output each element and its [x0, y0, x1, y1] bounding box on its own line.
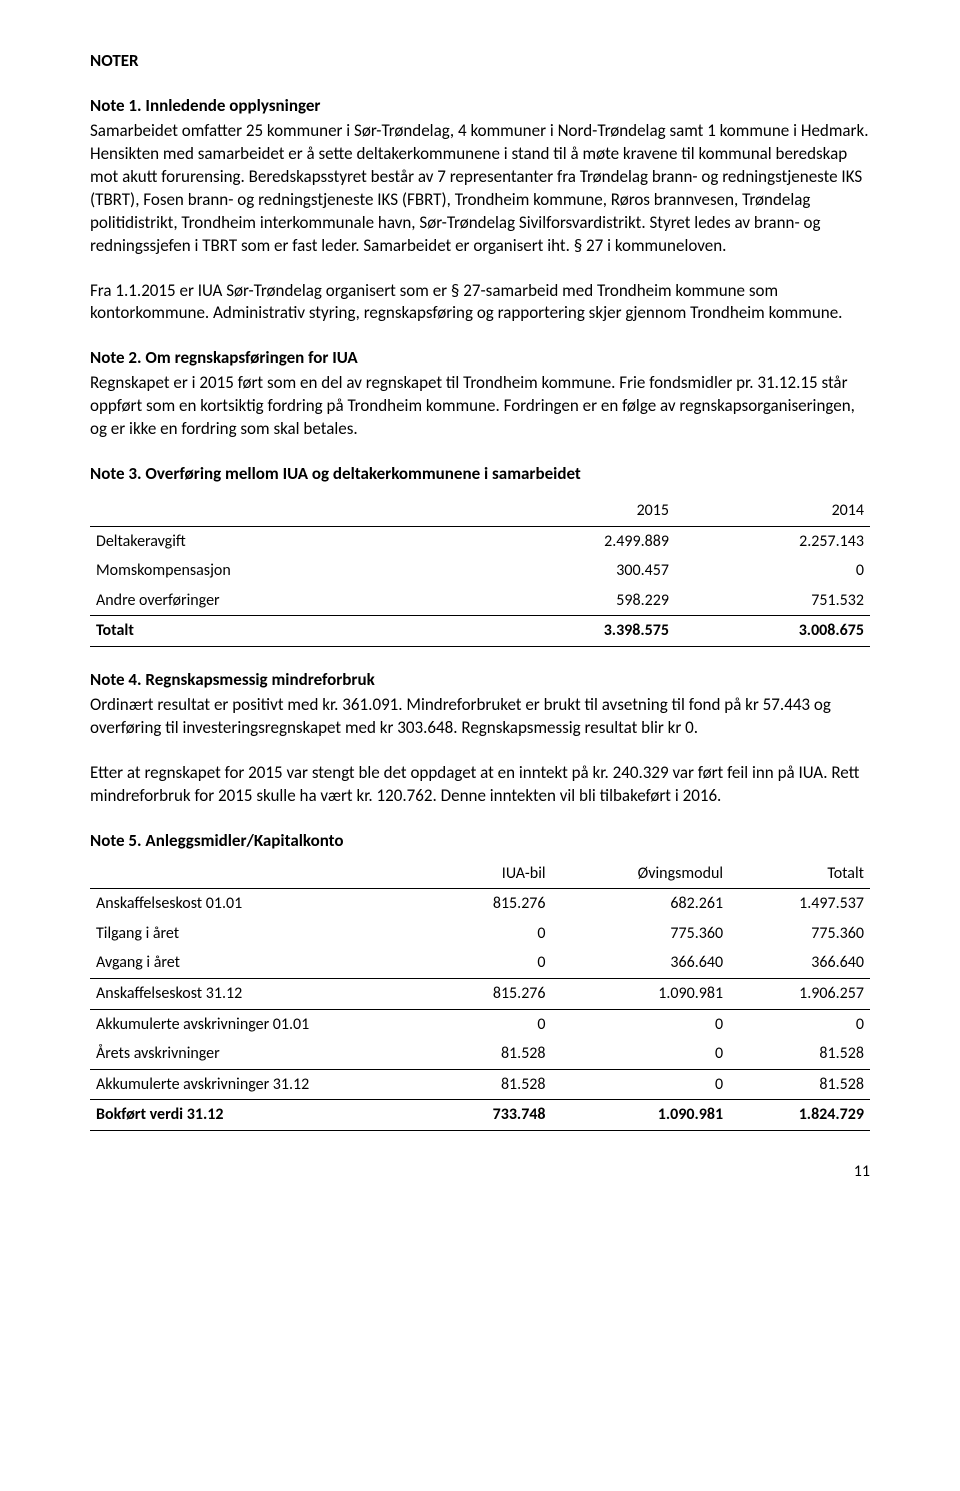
- note4-para1: Ordinært resultat er positivt med kr. 36…: [90, 694, 870, 740]
- cell: 1.497.537: [729, 889, 870, 919]
- cell: 366.640: [729, 948, 870, 978]
- row-label: Akkumulerte avskrivninger 31.12: [90, 1069, 433, 1100]
- cell: 1.824.729: [729, 1100, 870, 1131]
- note5-table: IUA-bil Øvingsmodul Totalt Anskaffelsesk…: [90, 859, 870, 1131]
- table-row: Årets avskrivninger 81.528 0 81.528: [90, 1039, 870, 1069]
- note1-para1: Samarbeidet omfatter 25 kommuner i Sør-T…: [90, 120, 870, 258]
- cell: 81.528: [433, 1039, 551, 1069]
- row-label: Akkumulerte avskrivninger 01.01: [90, 1009, 433, 1039]
- note4-para2: Etter at regnskapet for 2015 var stengt …: [90, 762, 870, 808]
- table-total-row: Totalt 3.398.575 3.008.675: [90, 616, 870, 647]
- empty-cell: [90, 859, 433, 889]
- note2-title: Note 2. Om regnskapsføringen for IUA: [90, 347, 870, 370]
- cell: 0: [552, 1039, 730, 1069]
- cell: 2.499.889: [480, 526, 675, 556]
- total-label: Bokført verdi 31.12: [90, 1100, 433, 1131]
- cell: 300.457: [480, 556, 675, 586]
- row-label: Årets avskrivninger: [90, 1039, 433, 1069]
- note1-title: Note 1. Innledende opplysninger: [90, 95, 870, 118]
- table-row: Momskompensasjon 300.457 0: [90, 556, 870, 586]
- row-label: Andre overføringer: [90, 586, 480, 616]
- cell: 1.906.257: [729, 979, 870, 1010]
- col-iua-bil: IUA-bil: [433, 859, 551, 889]
- cell: 815.276: [433, 889, 551, 919]
- note3-table: 2015 2014 Deltakeravgift 2.499.889 2.257…: [90, 496, 870, 647]
- cell: 751.532: [675, 586, 870, 616]
- cell: 0: [675, 556, 870, 586]
- row-label: Anskaffelseskost 31.12: [90, 979, 433, 1010]
- note2-para: Regnskapet er i 2015 ført som en del av …: [90, 372, 870, 441]
- total-label: Totalt: [90, 616, 480, 647]
- cell: 0: [433, 919, 551, 949]
- cell: 3.398.575: [480, 616, 675, 647]
- table-row: Anskaffelseskost 01.01 815.276 682.261 1…: [90, 889, 870, 919]
- row-label: Deltakeravgift: [90, 526, 480, 556]
- cell: 775.360: [552, 919, 730, 949]
- row-label: Anskaffelseskost 01.01: [90, 889, 433, 919]
- cell: 366.640: [552, 948, 730, 978]
- cell: 1.090.981: [552, 979, 730, 1010]
- cell: 81.528: [729, 1039, 870, 1069]
- cell: 2.257.143: [675, 526, 870, 556]
- cell: 598.229: [480, 586, 675, 616]
- note3-title: Note 3. Overføring mellom IUA og deltake…: [90, 463, 870, 486]
- empty-cell: [90, 496, 480, 526]
- table-row: Akkumulerte avskrivninger 31.12 81.528 0…: [90, 1069, 870, 1100]
- table-row: Deltakeravgift 2.499.889 2.257.143: [90, 526, 870, 556]
- cell: 0: [552, 1009, 730, 1039]
- cell: 0: [552, 1069, 730, 1100]
- cell: 81.528: [729, 1069, 870, 1100]
- cell: 0: [433, 948, 551, 978]
- table-row: Anskaffelseskost 31.12 815.276 1.090.981…: [90, 979, 870, 1010]
- cell: 733.748: [433, 1100, 551, 1131]
- table-header-row: IUA-bil Øvingsmodul Totalt: [90, 859, 870, 889]
- table-total-row: Bokført verdi 31.12 733.748 1.090.981 1.…: [90, 1100, 870, 1131]
- col-totalt: Totalt: [729, 859, 870, 889]
- note1-para2: Fra 1.1.2015 er IUA Sør-Trøndelag organi…: [90, 280, 870, 326]
- table-row: Akkumulerte avskrivninger 01.01 0 0 0: [90, 1009, 870, 1039]
- table-header-row: 2015 2014: [90, 496, 870, 526]
- cell: 775.360: [729, 919, 870, 949]
- cell: 3.008.675: [675, 616, 870, 647]
- note4-title: Note 4. Regnskapsmessig mindreforbruk: [90, 669, 870, 692]
- cell: 0: [729, 1009, 870, 1039]
- row-label: Momskompensasjon: [90, 556, 480, 586]
- cell: 0: [433, 1009, 551, 1039]
- col-ovingsmodul: Øvingsmodul: [552, 859, 730, 889]
- col-2014: 2014: [675, 496, 870, 526]
- table-row: Avgang i året 0 366.640 366.640: [90, 948, 870, 978]
- noter-heading: NOTER: [90, 50, 870, 73]
- col-2015: 2015: [480, 496, 675, 526]
- table-row: Andre overføringer 598.229 751.532: [90, 586, 870, 616]
- cell: 682.261: [552, 889, 730, 919]
- cell: 815.276: [433, 979, 551, 1010]
- cell: 1.090.981: [552, 1100, 730, 1131]
- page-number: 11: [90, 1161, 870, 1183]
- table-row: Tilgang i året 0 775.360 775.360: [90, 919, 870, 949]
- row-label: Tilgang i året: [90, 919, 433, 949]
- row-label: Avgang i året: [90, 948, 433, 978]
- note5-title: Note 5. Anleggsmidler/Kapitalkonto: [90, 830, 870, 853]
- cell: 81.528: [433, 1069, 551, 1100]
